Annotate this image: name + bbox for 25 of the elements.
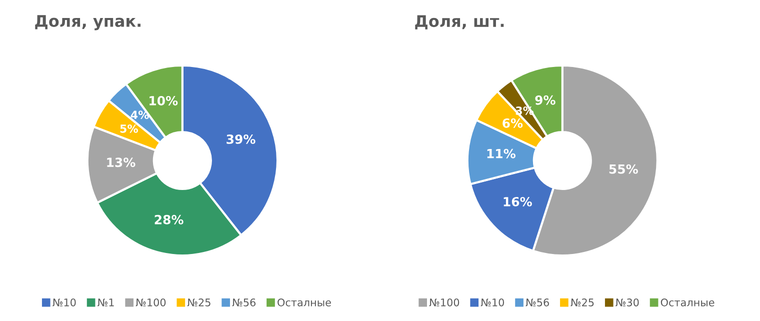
data-label: 28% <box>154 214 184 224</box>
legend-label: №10 <box>480 298 504 306</box>
data-label: 10% <box>150 96 178 106</box>
data-label: 6% <box>502 118 523 128</box>
legend-label: №100 <box>136 298 166 306</box>
chart-title: Доля, шт. <box>415 15 504 30</box>
legend-label: №30 <box>616 298 639 306</box>
legend-label: Осталные <box>660 298 714 306</box>
data-label: 9% <box>535 95 556 105</box>
data-label: 4% <box>130 110 149 120</box>
data-label: 16% <box>504 196 532 206</box>
data-label: 11% <box>487 148 516 158</box>
legend-label: №100 <box>429 298 460 306</box>
data-label: 13% <box>107 158 136 168</box>
legend-label: №56 <box>232 298 256 306</box>
legend-label: №25 <box>187 298 210 306</box>
data-label: 39% <box>226 134 256 144</box>
legend-label: №56 <box>526 298 549 306</box>
data-label: 55% <box>609 164 638 174</box>
legend-label: №10 <box>52 298 76 306</box>
legend-label: №25 <box>570 298 594 306</box>
data-label: 5% <box>120 124 138 133</box>
legend-label: №1 <box>98 298 114 306</box>
chart-title: Доля, упак. <box>35 15 140 30</box>
legend-label: Осталные <box>278 298 331 306</box>
